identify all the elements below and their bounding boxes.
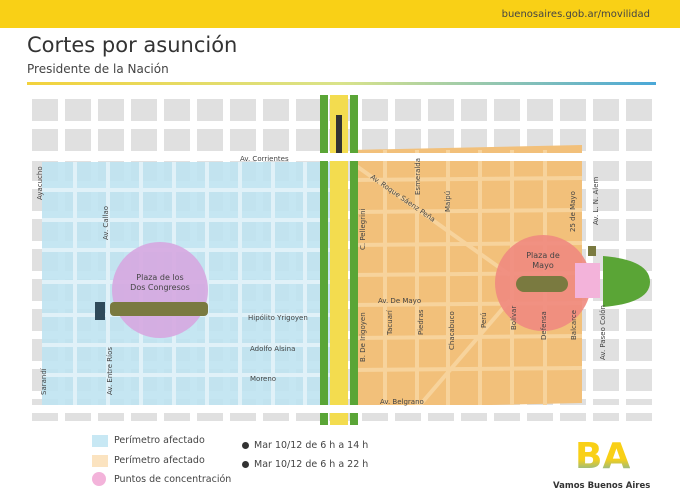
- street-label: Av. L. N. Alem: [592, 176, 600, 225]
- street-label: Piedras: [417, 309, 425, 335]
- legend-label: Puntos de concentración: [114, 474, 232, 485]
- street-label: Moreno: [250, 375, 276, 383]
- logo-text: Vamos Buenos Aires: [553, 481, 651, 491]
- street-label: Av. De Mayo: [378, 297, 421, 305]
- av-9-de-julio: [330, 95, 348, 425]
- street-label: Sarandí: [40, 367, 48, 395]
- street-label: Tacuarí: [386, 309, 394, 336]
- street-label: Ayacucho: [36, 166, 44, 200]
- congreso-building-icon: [95, 302, 105, 320]
- street-label: Av. Paseo Colón: [599, 305, 607, 360]
- street-label: Maipú: [444, 191, 452, 212]
- road-closure-map: Av. Corrientes Ayacucho Av. Callao Saran…: [28, 95, 657, 425]
- orange-zone-streets: [349, 150, 583, 407]
- gradient-divider: [27, 82, 656, 85]
- place-label: Mayo: [532, 261, 554, 270]
- street-label: Av. Belgrano: [380, 398, 424, 406]
- legend-time: Mar 10/12 de 6 h a 22 h: [242, 459, 368, 470]
- plaza-mayo-park: [516, 276, 568, 292]
- place-label: Plaza de los: [136, 273, 183, 282]
- vamos-buenos-aires-logo: BA Vamos Buenos Aires: [553, 437, 661, 495]
- header-bar: buenosaires.gob.ar/movilidad: [0, 0, 680, 28]
- street-label: Bolívar: [510, 306, 518, 330]
- site-url[interactable]: buenosaires.gob.ar/movilidad: [501, 9, 650, 20]
- street-label: Defensa: [540, 311, 548, 340]
- page-subtitle: Presidente de la Nación: [27, 62, 169, 76]
- parque-colon: [603, 256, 650, 307]
- small-park: [588, 246, 596, 256]
- street-label: Esmeralda: [414, 158, 422, 195]
- place-label: Plaza de: [526, 251, 560, 260]
- legend-label: Perímetro afectado: [114, 435, 205, 446]
- legend-swatch-blue: [92, 435, 108, 447]
- green-median-left: [320, 95, 328, 425]
- street-label: Adolfo Alsina: [250, 345, 295, 353]
- street-label: Hipólito Yrigoyen: [248, 314, 308, 322]
- street-label: Av. Corrientes: [240, 155, 289, 163]
- green-median-right: [350, 95, 358, 425]
- obelisk-icon: [336, 115, 342, 155]
- street-label: Av. Entre Ríos: [106, 347, 114, 395]
- street-label: 25 de Mayo: [569, 191, 577, 232]
- street-label: Perú: [480, 312, 488, 328]
- legend-swatch-orange: [92, 455, 108, 467]
- street-label: Av. Callao: [102, 206, 110, 240]
- logo-letters: BA: [575, 436, 631, 477]
- place-label: Dos Congresos: [130, 283, 190, 292]
- legend-time: Mar 10/12 de 6 h a 14 h: [242, 440, 368, 451]
- av-belgrano-road: [28, 405, 657, 413]
- page-title: Cortes por asunción: [27, 33, 238, 57]
- street-label: B. De Irigoyen: [359, 312, 367, 362]
- av-corrientes-road: [28, 153, 657, 161]
- legend-swatch-pink: [92, 472, 106, 486]
- street-label: C. Pellegrini: [359, 208, 367, 250]
- street-label: Chacabuco: [448, 311, 456, 350]
- street-label: Balcarce: [570, 310, 578, 340]
- casa-rosada-area: [575, 263, 600, 298]
- legend-label: Perímetro afectado: [114, 455, 205, 466]
- plaza-congresos-park: [110, 302, 208, 316]
